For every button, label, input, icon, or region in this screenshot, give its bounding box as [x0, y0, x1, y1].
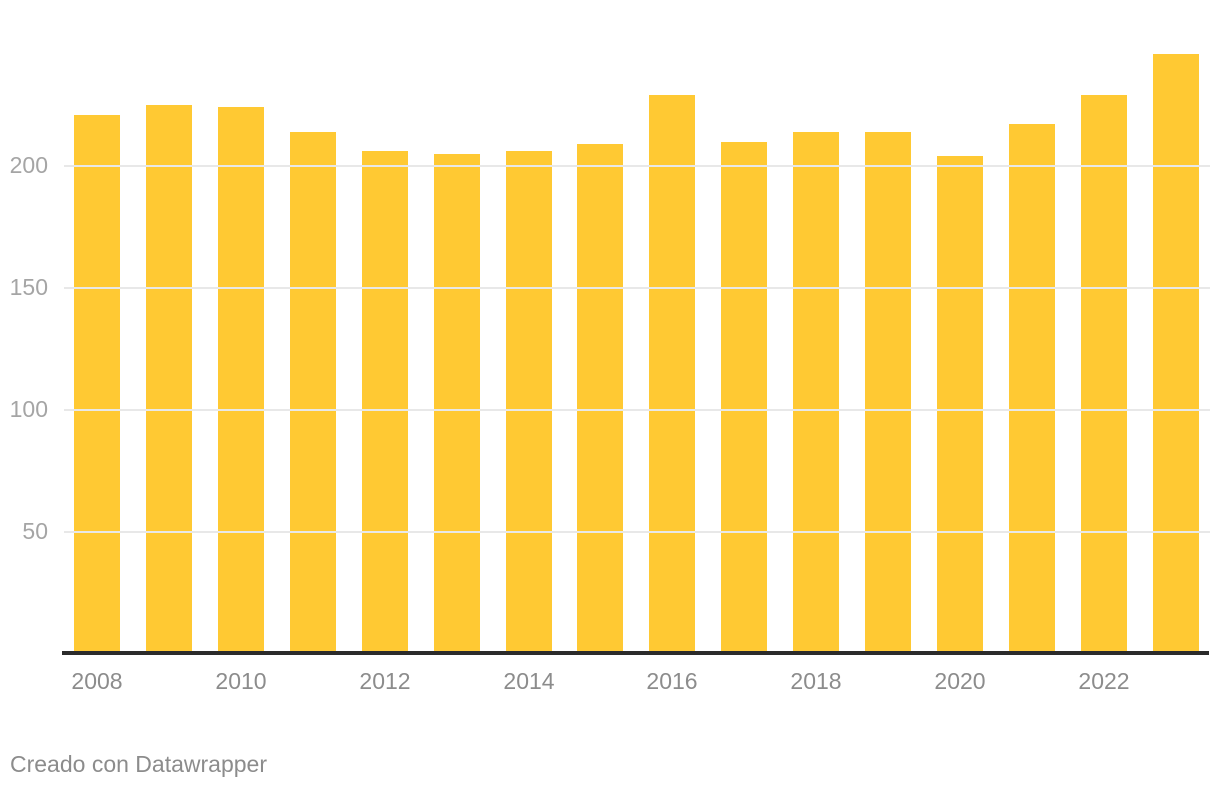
x-axis-label-2020: 2020: [934, 668, 986, 694]
x-axis-label-2014: 2014: [503, 668, 555, 694]
bar-2020[interactable]: [937, 156, 984, 651]
bar-2014[interactable]: [505, 151, 552, 651]
x-axis-label-2012: 2012: [359, 668, 411, 694]
bar-2017[interactable]: [721, 141, 768, 651]
bars-group: [62, 0, 1209, 651]
bar-2012[interactable]: [361, 151, 408, 651]
x-axis-label-2010: 2010: [215, 668, 267, 694]
bar-2019[interactable]: [865, 131, 912, 651]
gridline-200: [64, 164, 1210, 167]
x-axis-label-2016: 2016: [646, 668, 698, 694]
y-axis-label-100: 100: [9, 396, 48, 423]
y-axis-label-200: 200: [9, 152, 48, 179]
gridline-150: [64, 286, 1210, 289]
gridline-100: [64, 408, 1210, 411]
bar-2008[interactable]: [74, 114, 120, 651]
bar-2023[interactable]: [1152, 53, 1199, 651]
bar-2011[interactable]: [289, 131, 336, 651]
x-axis-label-2022: 2022: [1078, 668, 1130, 694]
bar-2015[interactable]: [577, 143, 624, 651]
plot-area: 50 100 150 200: [9, 0, 1209, 655]
datawrapper-attribution-link[interactable]: Creado con Datawrapper: [10, 751, 267, 777]
gridline-50: [64, 530, 1210, 533]
bar-2009[interactable]: [145, 104, 192, 651]
bar-2021[interactable]: [1008, 124, 1055, 651]
y-axis-label-50: 50: [22, 518, 48, 545]
x-axis-label-2018: 2018: [790, 668, 842, 694]
bar-2018[interactable]: [793, 131, 840, 651]
bar-2013[interactable]: [433, 153, 480, 651]
bar-2022[interactable]: [1080, 95, 1127, 651]
bar-2010[interactable]: [217, 107, 264, 651]
x-axis-label-2008: 2008: [71, 668, 123, 694]
x-axis-line: [62, 651, 1209, 655]
bar-2016[interactable]: [649, 95, 696, 651]
y-axis-label-150: 150: [9, 274, 48, 301]
